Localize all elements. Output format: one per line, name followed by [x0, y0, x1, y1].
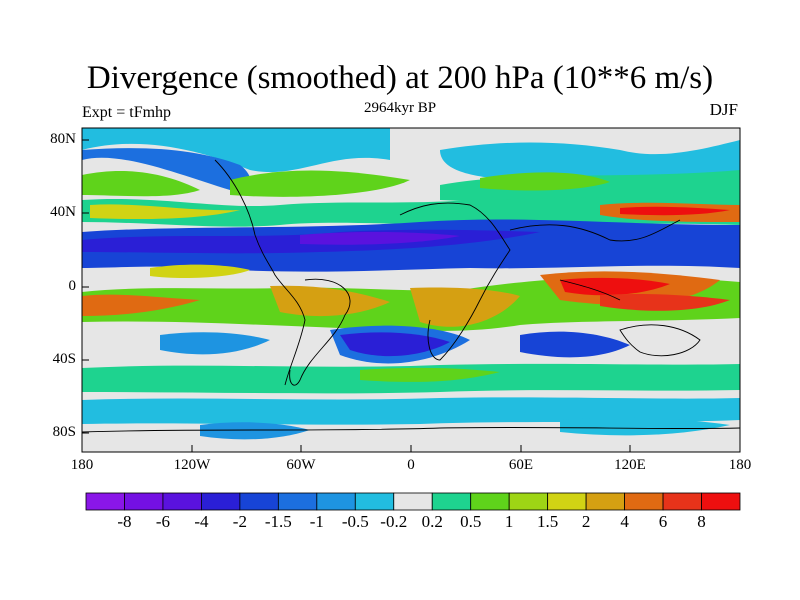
- colorbar-swatch: [431, 492, 472, 511]
- colorbar: [85, 492, 741, 511]
- lat-tick-40s: 40S: [52, 351, 76, 367]
- season-label: DJF: [709, 100, 738, 119]
- colorbar-swatch: [393, 492, 433, 511]
- lon-tick-60w: 60W: [286, 457, 316, 473]
- colorbar-swatch: [585, 492, 625, 511]
- lat-tick-0: 0: [68, 278, 77, 294]
- lat-tick-40n: 40N: [50, 204, 76, 220]
- colorbar-swatch: [277, 492, 318, 511]
- colorbar-swatch: [624, 492, 664, 511]
- experiment-label: Expt = tFmhp: [82, 104, 172, 121]
- colorbar-label: 6: [658, 512, 668, 531]
- colorbar-swatch: [547, 492, 587, 511]
- lon-tick-180w: 180: [70, 457, 94, 473]
- colorbar-label: -0.5: [341, 512, 369, 531]
- map-ticks: [81, 139, 741, 452]
- colorbar-swatch: [662, 492, 702, 511]
- colorbar-label: 2: [581, 512, 591, 531]
- colorbar-swatch: [201, 492, 241, 511]
- colorbar-swatch: [354, 492, 395, 511]
- map-title: Divergence (smoothed) at 200 hPa (10**6 …: [86, 60, 714, 96]
- colorbar-swatch: [470, 492, 510, 511]
- time-label: 2964kyr BP: [363, 100, 437, 116]
- colorbar-swatch: [85, 492, 125, 511]
- colorbar-label: -1: [309, 512, 324, 531]
- colorbar-swatch: [316, 492, 356, 511]
- colorbar-swatch: [701, 492, 741, 511]
- colorbar-swatch: [162, 492, 202, 511]
- colorbar-label: 4: [620, 512, 629, 531]
- colorbar-label: 1.5: [537, 512, 559, 531]
- colorbar-label: -8: [117, 512, 132, 531]
- colorbar-swatch: [124, 492, 164, 511]
- lon-tick-0: 0: [407, 457, 415, 473]
- colorbar-label: -2: [232, 512, 247, 531]
- colorbar-label: 8: [697, 512, 706, 531]
- coastlines: [82, 159, 740, 433]
- lat-tick-80n: 80N: [50, 131, 76, 147]
- colorbar-label: -6: [155, 512, 171, 531]
- lon-tick-120w: 120W: [173, 457, 211, 473]
- colorbar-label: -1.5: [264, 512, 292, 531]
- colorbar-swatch: [508, 492, 549, 511]
- lon-tick-60e: 60E: [508, 457, 534, 473]
- lon-tick-180e: 180: [728, 457, 752, 473]
- colorbar-label: 0.2: [421, 512, 443, 531]
- colorbar-swatch: [239, 492, 279, 511]
- lat-tick-80s: 80S: [52, 424, 76, 440]
- map-field: [82, 128, 740, 452]
- colorbar-label: -0.2: [380, 512, 408, 531]
- colorbar-label: 0.5: [460, 512, 482, 531]
- colorbar-label: -4: [194, 512, 209, 531]
- colorbar-label: 1: [504, 512, 514, 531]
- lon-tick-120e: 120E: [614, 457, 646, 473]
